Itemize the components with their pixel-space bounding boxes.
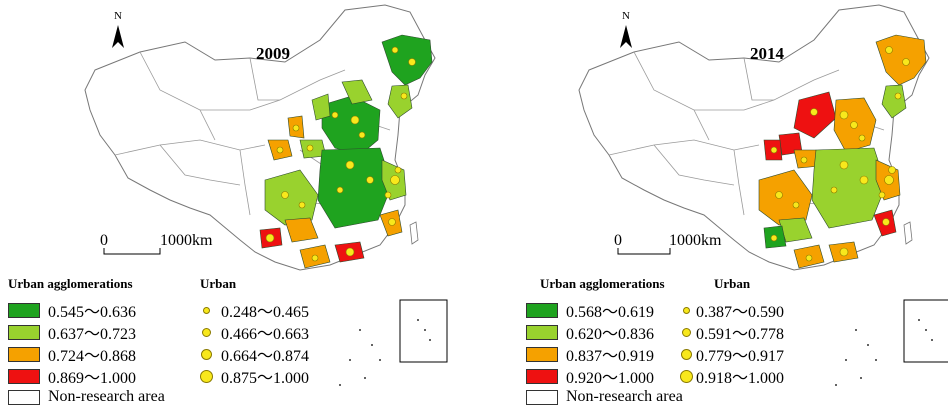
north-label: N (114, 10, 122, 22)
islands (339, 319, 431, 386)
legend-swatch (8, 368, 40, 384)
legend-label: 0.779～0.917 (696, 348, 785, 365)
legend-label: 0.724～0.868 (48, 348, 137, 365)
agglomerations-2009 (259, 34, 433, 269)
legend-dot (680, 369, 693, 383)
legend-swatch (526, 389, 558, 405)
china-map-2009 (84, 4, 448, 386)
north-arrow-icon (112, 25, 124, 48)
scale-distance: 1000km (669, 232, 722, 249)
legend-swatch (8, 324, 40, 340)
agglomeration-hohhot (311, 93, 331, 121)
legend-agglomeration-item: 0.837～0.919 (526, 342, 654, 366)
legend-label: Non-research area (566, 388, 683, 405)
urban-dots-2009 (265, 46, 416, 262)
legend-dot (201, 348, 212, 360)
agglomeration-liaoning (387, 84, 413, 119)
scale-zero: 0 (614, 232, 622, 249)
north-label: N (622, 10, 630, 22)
legend-swatch (526, 302, 558, 318)
legend-label: 0.869～1.000 (48, 370, 137, 387)
legend-agglomerations-title: Urban agglomerations (8, 276, 133, 291)
legend-urban-item: 0.387～0.590 (680, 298, 784, 322)
legend-urban-item: 0.248～0.465 (200, 298, 309, 322)
scale-zero: 0 (100, 232, 108, 249)
legend-swatch (8, 302, 40, 318)
legend-label: 0.637～0.723 (48, 326, 137, 343)
legend-label: 0.620～0.836 (566, 326, 655, 343)
agglomeration-sichuan (758, 169, 813, 226)
legend-label: 0.466～0.663 (221, 326, 310, 343)
legend-agglomeration-item: 0.620～0.836 (526, 320, 654, 344)
legend-urban-item: 0.664～0.874 (200, 342, 309, 366)
north-arrow-icon (620, 25, 632, 48)
legend-label: 0.837～0.919 (566, 348, 655, 365)
south-china-sea-inset (399, 299, 448, 363)
legend-agglomeration-item: 0.637～0.723 (8, 320, 136, 344)
legend-label: 0.591～0.778 (696, 326, 785, 343)
scale-bar (103, 248, 161, 255)
legend-dot (683, 306, 690, 314)
legend-agglomeration-item: 0.869～1.000 (8, 364, 136, 388)
legend-swatch (526, 346, 558, 362)
legend-urban-item: 0.918～1.000 (680, 364, 784, 388)
scale-bar (617, 248, 671, 255)
legend-urban-item: 0.591～0.778 (680, 320, 784, 344)
legend-agglomeration-item: 0.568～0.619 (526, 298, 654, 322)
legend-label: 0.920～1.000 (566, 370, 655, 387)
scale-distance: 1000km (160, 232, 213, 249)
legend-dot (682, 327, 691, 337)
legend-agglomeration-item: 0.545～0.636 (8, 298, 136, 322)
agglomeration-central (317, 147, 393, 229)
legend-agglomeration-item: 0.724～0.868 (8, 342, 136, 366)
agglomeration-liaoning (881, 84, 907, 119)
china-map-2014 (578, 4, 948, 386)
legend-label: 0.568～0.619 (566, 304, 655, 321)
year-label: 2014 (750, 44, 784, 63)
islands (835, 319, 933, 386)
agglomeration-shanxi (341, 79, 373, 105)
legend-dot (200, 369, 213, 383)
legend-label: 0.387～0.590 (696, 304, 785, 321)
legend-swatch (526, 324, 558, 340)
legend-agglomeration-item: 0.920～1.000 (526, 364, 654, 388)
map-panel-2009: N 2009 0 1000km Urban agglomerations Urb… (8, 4, 448, 406)
map-panel-2014: N 2014 0 1000km Urban agglomerations Urb… (474, 0, 948, 410)
agglomeration-guizhou (284, 217, 319, 243)
agglomeration-sichuan (264, 169, 319, 226)
legend-dot (202, 327, 211, 337)
legend-agglomerations-title: Urban agglomerations (540, 276, 665, 291)
legend-non-research-item: Non-research area (8, 388, 165, 406)
legend-dot (203, 306, 210, 314)
legend-label: 0.545～0.636 (48, 304, 137, 321)
year-label: 2009 (256, 44, 290, 63)
legend-non-research-item: Non-research area (526, 388, 683, 406)
legend-urban-item: 0.875～1.000 (200, 364, 309, 388)
legend-urban-item: 0.466～0.663 (200, 320, 309, 344)
agglomeration-central (811, 147, 887, 229)
legend-label: 0.664～0.874 (221, 348, 310, 365)
legend-label: 0.918～1.000 (696, 370, 785, 387)
legend-urban-title: Urban (714, 276, 751, 291)
legend-urban-title: Urban (200, 276, 237, 291)
legend-swatch (526, 368, 558, 384)
legend-urban-item: 0.779～0.917 (680, 342, 784, 366)
legend-dot (681, 348, 692, 360)
legend-label: 0.248～0.465 (221, 304, 310, 321)
legend-label: 0.875～1.000 (221, 370, 310, 387)
urban-dots-2014 (770, 46, 910, 262)
legend-label: Non-research area (48, 388, 165, 405)
legend-swatch (8, 346, 40, 362)
legend-swatch (8, 389, 40, 405)
